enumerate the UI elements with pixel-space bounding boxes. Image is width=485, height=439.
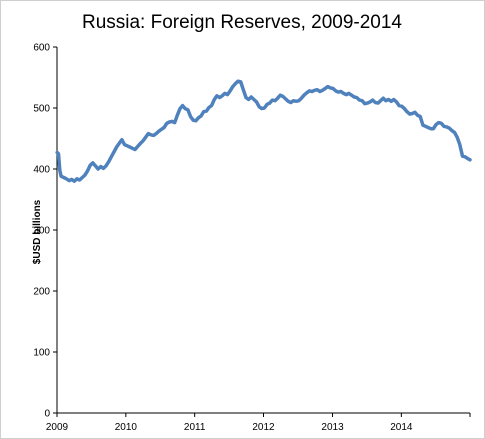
y-tick-label: 100 [33,348,50,359]
y-axis-label: $USD billions [32,199,43,264]
x-tick-group: 2009 2010 2011 2012 2013 2014 [46,413,471,433]
y-tick-label: 400 [33,165,50,176]
reserves-series-line [55,79,472,183]
x-tick-label: 2010 [115,422,138,433]
x-tick-label: 2012 [252,422,275,433]
y-tick-group: 0 100 200 300 400 500 600 [33,43,57,420]
y-tick-label: 500 [33,104,50,115]
x-tick-label: 2011 [184,422,206,433]
y-tick-label: 0 [44,409,50,420]
y-tick-label: 600 [33,43,50,54]
x-tick-label: 2013 [321,422,344,433]
x-tick-label: 2014 [390,422,413,433]
x-tick-label: 2009 [46,422,69,433]
y-tick-label: 300 [33,226,50,237]
y-tick-label: 200 [33,287,50,298]
chart-title: Russia: Foreign Reserves, 2009-2014 [82,12,402,33]
